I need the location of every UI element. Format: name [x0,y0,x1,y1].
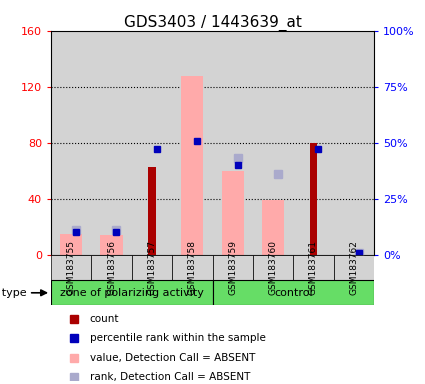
Text: zone of polarizing activity: zone of polarizing activity [60,288,204,298]
Text: count: count [90,314,119,324]
Bar [148,167,156,255]
Text: rank, Detection Call = ABSENT: rank, Detection Call = ABSENT [90,372,250,382]
Bar [51,280,212,305]
Bar [51,255,91,280]
Bar [334,31,374,255]
Text: value, Detection Call = ABSENT: value, Detection Call = ABSENT [90,353,255,363]
Bar [100,235,123,255]
Text: cell type: cell type [0,288,27,298]
Text: percentile rank within the sample: percentile rank within the sample [90,333,266,343]
Bar [253,31,293,255]
Bar [293,255,334,280]
Bar [253,255,293,280]
Bar [310,143,317,255]
Bar [51,31,91,255]
Bar [334,255,374,280]
Text: GSM183760: GSM183760 [269,240,278,295]
Bar [132,31,172,255]
Text: GSM183759: GSM183759 [228,240,237,295]
Text: control: control [274,288,312,298]
Text: GSM183761: GSM183761 [309,240,318,295]
Bar [132,255,172,280]
Text: GSM183755: GSM183755 [67,240,76,295]
Bar [60,234,82,255]
Bar [262,200,284,255]
Bar [181,76,204,255]
Title: GDS3403 / 1443639_at: GDS3403 / 1443639_at [124,15,301,31]
Bar [212,255,253,280]
Text: GSM183762: GSM183762 [349,240,358,295]
Bar [212,31,253,255]
Bar [293,31,334,255]
Text: GSM183757: GSM183757 [147,240,156,295]
Bar [172,255,212,280]
Bar [212,280,374,305]
Bar [172,31,212,255]
Bar [221,171,244,255]
Bar [91,255,132,280]
Text: GSM183758: GSM183758 [188,240,197,295]
Text: GSM183756: GSM183756 [107,240,116,295]
Bar [91,31,132,255]
